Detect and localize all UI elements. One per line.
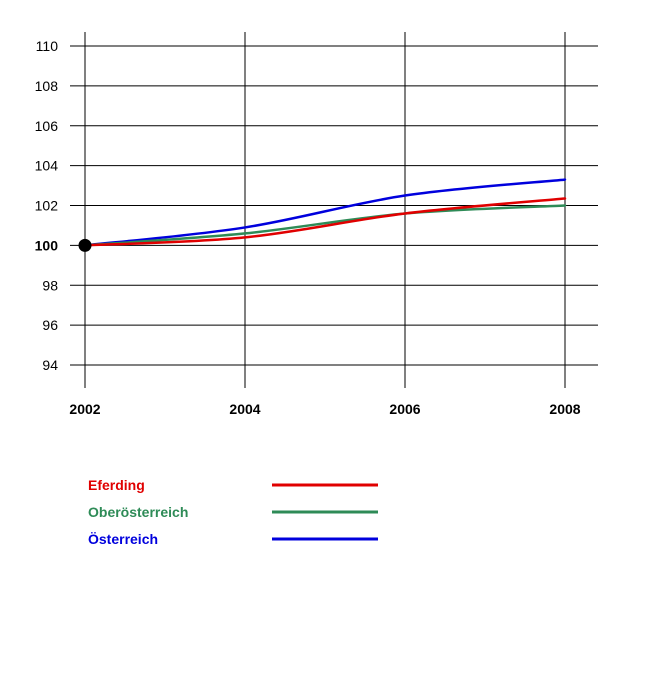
y-axis-ticks: 94 96 98 100 102 104 106 108 110 [35, 38, 59, 373]
y-tick-label: 94 [42, 357, 58, 373]
legend-label: Eferding [88, 477, 145, 493]
y-tick-label: 106 [35, 118, 59, 134]
x-tick-label: 2004 [229, 401, 260, 417]
series-line-österreich [83, 178, 567, 247]
series-lines [83, 178, 567, 247]
legend: Eferding Oberösterreich Österreich [88, 477, 378, 547]
base-point-marker [78, 238, 92, 252]
x-tick-label: 2002 [69, 401, 100, 417]
y-tick-label: 104 [35, 158, 59, 174]
y-tick-label: 102 [35, 198, 59, 214]
base-marker [78, 238, 92, 252]
legend-label: Österreich [88, 531, 158, 547]
y-tick-label: 110 [36, 38, 59, 54]
x-tick-label: 2008 [549, 401, 580, 417]
y-tick-label: 108 [35, 78, 59, 94]
series-line-eferding [83, 197, 567, 247]
grid [70, 32, 598, 388]
y-tick-label: 98 [42, 277, 58, 293]
x-axis-ticks: 2002 2004 2006 2008 [69, 401, 580, 417]
x-tick-label: 2006 [389, 401, 420, 417]
series-line-oberösterreich [83, 204, 567, 247]
y-tick-label: 100 [35, 237, 59, 253]
legend-label: Oberösterreich [88, 504, 188, 520]
y-tick-label: 96 [42, 317, 58, 333]
